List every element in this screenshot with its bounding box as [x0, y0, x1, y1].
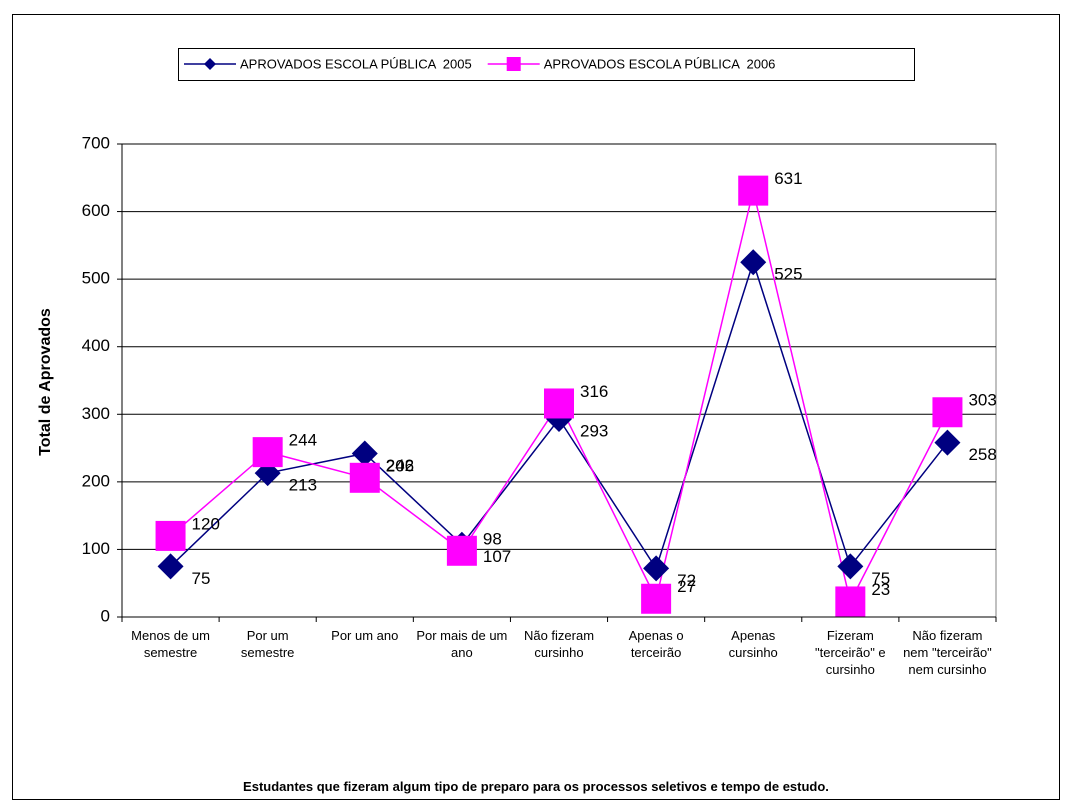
x-tick-label: Por um ano [331, 628, 399, 643]
data-label: 213 [289, 476, 317, 495]
point-marker [544, 388, 574, 419]
y-tick-label: 600 [82, 201, 110, 220]
data-label: 293 [580, 422, 608, 441]
point-marker [155, 520, 186, 551]
y-tick-label: 100 [82, 539, 110, 558]
point-marker [932, 397, 963, 428]
data-label: 525 [774, 265, 802, 284]
point-marker [641, 583, 672, 614]
point-marker [643, 555, 670, 582]
point-marker [837, 553, 864, 580]
legend-label: APROVADOS ESCOLA PÚBLICA 2006 [544, 56, 776, 71]
legend-box [178, 48, 915, 81]
data-label: 316 [580, 382, 608, 401]
data-label: 242 [386, 456, 414, 475]
data-label: 631 [774, 169, 802, 188]
x-tick-label: Menos de um semestre [131, 628, 210, 660]
data-label: 72 [677, 571, 696, 590]
data-label: 23 [871, 580, 890, 599]
data-label: 75 [871, 569, 890, 588]
x-tick-label: Por mais de um ano [416, 628, 508, 660]
point-marker [835, 586, 866, 617]
point-marker [740, 249, 767, 276]
data-label: 120 [192, 514, 220, 533]
point-marker [738, 175, 769, 206]
y-axis-title: Total de Aprovados [37, 308, 54, 456]
x-axis-title: Estudantes que fizeram algum tipo de pre… [243, 779, 829, 794]
data-label: 98 [483, 529, 502, 548]
y-tick-label: 0 [101, 606, 110, 625]
x-tick-label: Não fizeram cursinho [523, 628, 595, 660]
point-marker [351, 440, 378, 467]
data-label: 206 [386, 456, 414, 475]
x-tick-label: Fizeram "terceirão" e cursinho [815, 628, 886, 677]
point-marker [446, 535, 477, 566]
y-tick-label: 300 [82, 404, 110, 423]
y-tick-label: 200 [82, 471, 110, 490]
point-marker [506, 57, 521, 71]
point-marker [204, 58, 216, 70]
data-label: 244 [289, 431, 317, 450]
x-tick-label: Apenas o terceirão [628, 628, 684, 660]
legend-label: APROVADOS ESCOLA PÚBLICA 2005 [240, 56, 472, 71]
data-label: 107 [483, 547, 511, 566]
data-label: 303 [968, 391, 996, 410]
x-tick-label: Não fizeram nem "terceirão" nem cursinho [903, 628, 992, 677]
point-marker [252, 437, 283, 468]
data-label: 27 [677, 577, 696, 596]
point-marker [934, 429, 961, 456]
y-tick-label: 500 [82, 269, 110, 288]
point-marker [349, 462, 380, 493]
plot-area [121, 143, 997, 618]
y-tick-label: 700 [82, 133, 110, 152]
x-tick-label: Apenas cursinho [728, 628, 778, 660]
point-marker [157, 553, 184, 580]
data-label: 75 [192, 569, 211, 588]
x-tick-label: Por um semestre [240, 628, 295, 660]
data-label: 258 [968, 445, 996, 464]
y-tick-label: 400 [82, 336, 110, 355]
